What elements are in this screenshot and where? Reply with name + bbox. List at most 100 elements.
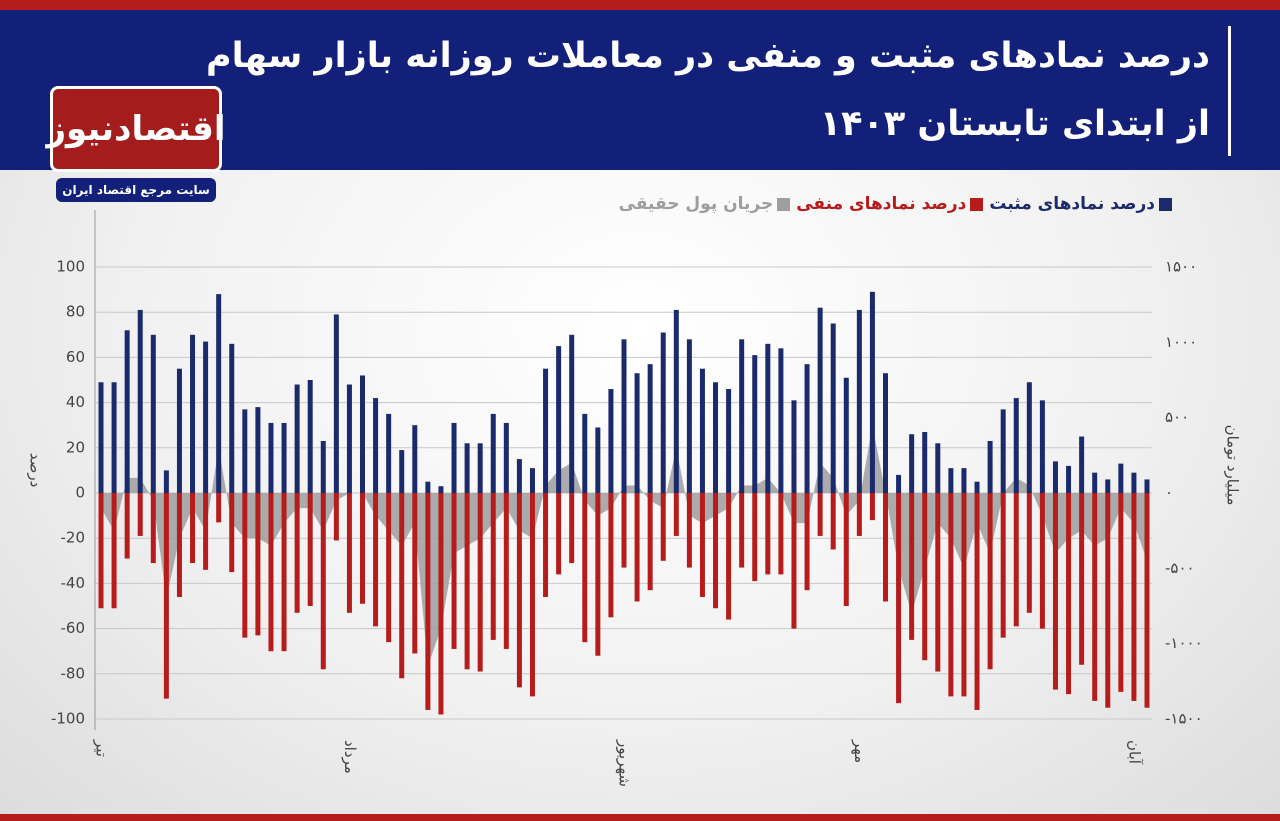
- bar: [647, 493, 653, 591]
- bar: [333, 314, 339, 493]
- bar: [346, 493, 352, 613]
- legend-label: جریان پول حقیقی: [618, 194, 774, 214]
- bar: [543, 493, 549, 597]
- bar: [778, 493, 784, 575]
- bar: [713, 382, 719, 493]
- bar: [529, 493, 535, 697]
- y2-tick-label: ۵۰۰: [1165, 408, 1189, 426]
- bar: [922, 493, 928, 661]
- bar: [896, 493, 902, 704]
- bar: [529, 468, 535, 493]
- bar: [765, 343, 771, 493]
- bar: [804, 493, 810, 591]
- x-tick-label: تیر: [93, 739, 111, 757]
- bar: [556, 493, 562, 575]
- bar: [333, 493, 339, 541]
- bar: [451, 422, 457, 493]
- bar: [176, 493, 182, 597]
- bar: [412, 425, 418, 493]
- bar: [1079, 493, 1085, 665]
- bar: [399, 493, 405, 679]
- bar: [660, 332, 666, 493]
- bar: [98, 382, 104, 493]
- bar: [1144, 493, 1150, 708]
- bottom-strip: [0, 814, 1280, 821]
- bar: [307, 380, 313, 493]
- bar: [1066, 493, 1072, 695]
- bar: [477, 443, 483, 493]
- bar: [608, 493, 614, 618]
- bar: [281, 493, 287, 652]
- bar: [713, 493, 719, 609]
- bar: [176, 368, 182, 493]
- bar: [360, 375, 365, 493]
- bar: [883, 373, 888, 493]
- y-axis-label: درصد: [27, 453, 45, 488]
- bar: [137, 309, 143, 493]
- bar: [399, 450, 405, 493]
- bar: [242, 409, 248, 493]
- bar: [961, 493, 967, 697]
- bar: [830, 493, 836, 550]
- bar: [190, 493, 196, 564]
- legend-swatch: [1159, 197, 1172, 211]
- bar: [726, 389, 732, 493]
- bar: [686, 493, 692, 568]
- y-tick-label: 40: [66, 393, 85, 411]
- legend-swatch: [970, 197, 984, 211]
- bar: [229, 493, 235, 573]
- legend-label: درصد نمادهای منفی: [796, 194, 967, 214]
- y-tick-label: -60: [61, 619, 86, 637]
- bar: [1026, 493, 1032, 613]
- bar: [948, 493, 954, 697]
- bar: [163, 470, 169, 493]
- bar: [1000, 409, 1006, 493]
- bar: [660, 493, 666, 561]
- bar: [856, 309, 862, 493]
- bar: [974, 493, 980, 710]
- bar: [307, 493, 313, 606]
- bar: [1052, 461, 1058, 493]
- legend: درصد نمادهای مثبت درصد نمادهای منفی جریان …: [619, 194, 1172, 214]
- bar: [948, 468, 954, 493]
- bar: [974, 481, 980, 493]
- bar: [699, 493, 705, 597]
- bar: [1013, 493, 1019, 627]
- legend-item: درصد نمادهای مثبت: [989, 194, 1172, 214]
- top-strip: [0, 0, 1280, 10]
- bar: [1013, 398, 1019, 493]
- y2-axis-label: میلیارد تومان: [1224, 425, 1242, 506]
- bar: [320, 493, 326, 670]
- bar: [255, 407, 261, 493]
- bar: [778, 348, 784, 493]
- bar: [268, 493, 274, 652]
- bar: [216, 294, 222, 493]
- x-tick-label: مرداد: [341, 740, 359, 774]
- bar: [1092, 472, 1098, 493]
- bar: [569, 334, 575, 493]
- bar: [726, 493, 732, 620]
- bar: [830, 323, 836, 493]
- bar: [490, 493, 496, 640]
- title: درصد نمادهای مثبت و منفی در معاملات روزا…: [205, 36, 1210, 76]
- bar: [621, 339, 627, 493]
- bar: [817, 493, 823, 536]
- bar: [699, 368, 705, 493]
- bar: [98, 493, 104, 609]
- bar: [425, 493, 431, 710]
- bar: [595, 427, 601, 493]
- bar: [752, 493, 758, 582]
- bar: [124, 493, 130, 559]
- bar: [869, 493, 875, 521]
- bar: [647, 364, 653, 493]
- bar: [582, 413, 588, 493]
- bar: [386, 413, 392, 493]
- bar: [634, 373, 640, 493]
- bar: [935, 443, 941, 493]
- bar: [1026, 382, 1032, 493]
- y-tick-label: 80: [66, 303, 85, 321]
- bar: [111, 493, 117, 609]
- bar: [621, 493, 627, 568]
- logo: اقتصادنیوز: [46, 86, 226, 172]
